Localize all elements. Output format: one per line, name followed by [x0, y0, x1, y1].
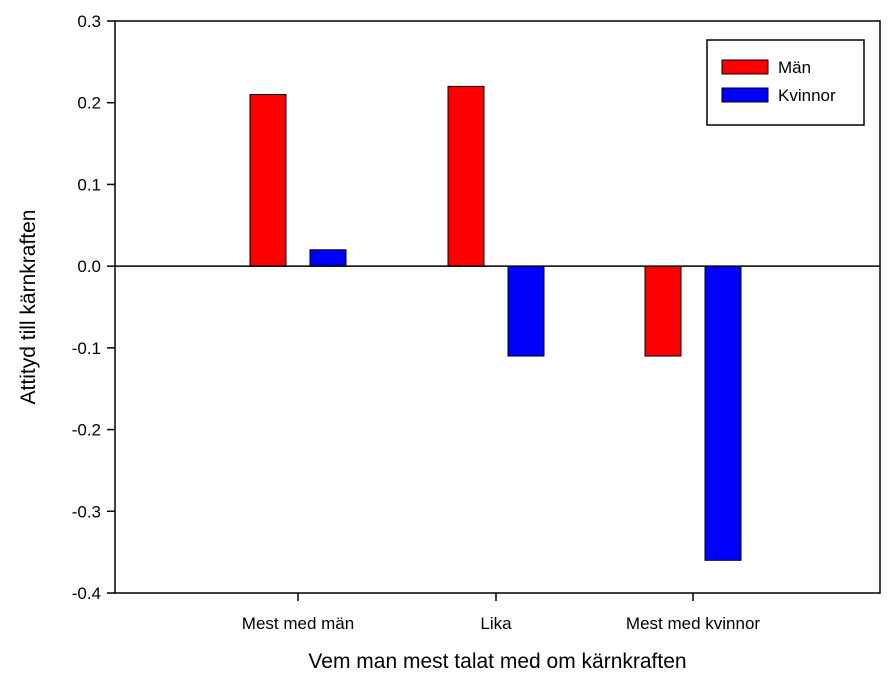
bar-kvinnor-1 [507, 265, 545, 357]
x-tick-label: Mest med kvinnor [626, 614, 760, 633]
bars-group [249, 85, 742, 561]
y-tick-label: -0.4 [72, 584, 101, 603]
legend-swatch-man [721, 59, 769, 75]
bar-kvinnor-2 [704, 265, 742, 561]
x-axis-title: Vem man mest talat med om kärnkraften [308, 650, 686, 673]
legend-label-man: Män [778, 58, 811, 77]
bar-man-1 [447, 85, 485, 267]
x-tick-label: Mest med män [242, 614, 354, 633]
y-tick-label: -0.1 [72, 339, 101, 358]
y-tick-label: 0.1 [77, 175, 101, 194]
x-axis-ticks: Mest med män Lika Mest med kvinnor [242, 593, 760, 633]
y-tick-label: 0.3 [77, 12, 101, 31]
y-axis-ticks: -0.4 -0.3 -0.2 -0.1 0.0 0.1 0.2 0.3 [72, 12, 115, 603]
bar-man-0 [249, 94, 287, 267]
y-tick-label: -0.2 [72, 421, 101, 440]
y-tick-label: 0.0 [77, 257, 101, 276]
y-tick-label: 0.2 [77, 94, 101, 113]
x-tick-label: Lika [480, 614, 512, 633]
bar-man-2 [644, 265, 682, 357]
plot-area-frame [114, 20, 881, 594]
y-tick-label: -0.3 [72, 502, 101, 521]
legend-swatch-kvinnor [721, 87, 769, 103]
legend-box [706, 39, 865, 126]
y-axis-title: Attityd till kärnkraften [17, 210, 40, 405]
legend-label-kvinnor: Kvinnor [778, 86, 836, 105]
legend: Män Kvinnor [706, 39, 865, 126]
bar-kvinnor-0 [309, 249, 347, 267]
